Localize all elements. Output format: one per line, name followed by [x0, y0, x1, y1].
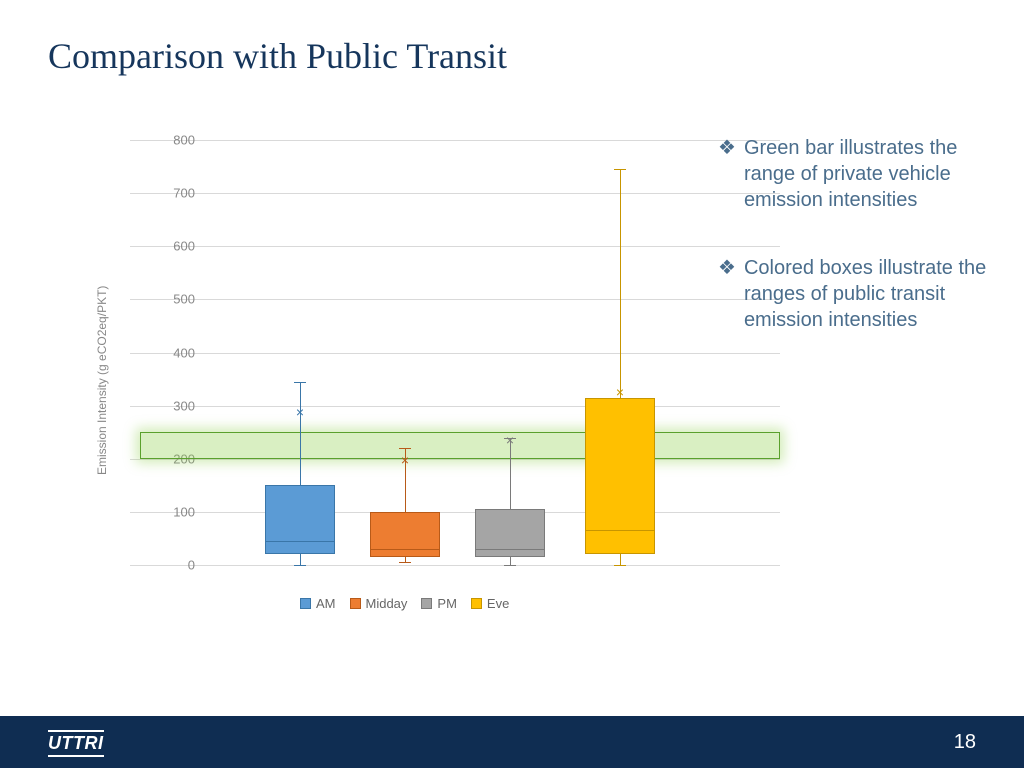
gridline — [130, 246, 780, 247]
gridline — [130, 565, 780, 566]
gridline — [130, 299, 780, 300]
bullet-item: ❖ Green bar illustrates the range of pri… — [718, 135, 1008, 213]
box-am — [265, 485, 335, 554]
legend-swatch — [300, 598, 311, 609]
y-tick-label: 800 — [135, 133, 195, 148]
mean-marker: × — [296, 404, 304, 420]
y-tick-label: 500 — [135, 292, 195, 307]
whisker-cap — [399, 562, 411, 563]
legend-swatch — [421, 598, 432, 609]
diamond-bullet-icon: ❖ — [718, 255, 736, 333]
y-tick-label: 100 — [135, 504, 195, 519]
y-tick-label: 0 — [135, 558, 195, 573]
bullet-list: ❖ Green bar illustrates the range of pri… — [718, 135, 1008, 375]
median-line — [585, 530, 655, 531]
gridline — [130, 140, 780, 141]
median-line — [370, 549, 440, 550]
mean-marker: × — [506, 432, 514, 448]
diamond-bullet-icon: ❖ — [718, 135, 736, 213]
y-tick-label: 300 — [135, 398, 195, 413]
whisker-cap — [294, 565, 306, 566]
y-tick-label: 600 — [135, 239, 195, 254]
box-midday — [370, 512, 440, 557]
legend-label: AM — [316, 596, 336, 611]
median-line — [475, 549, 545, 550]
median-line — [265, 541, 335, 542]
bullet-text: Green bar illustrates the range of priva… — [744, 135, 1008, 213]
footer-bar: UTTRI 18 — [0, 716, 1024, 768]
whisker-cap — [504, 565, 516, 566]
plot-region: 0100200300400500600700800×××× — [130, 140, 780, 565]
gridline — [130, 193, 780, 194]
gridline — [130, 512, 780, 513]
gridline — [130, 406, 780, 407]
mean-marker: × — [616, 384, 624, 400]
legend-item-am: AM — [300, 596, 336, 611]
chart-legend: AM Midday PM Eve — [300, 596, 509, 611]
whisker-cap — [294, 382, 306, 383]
boxplot-chart: Emission Intensity (g eCO2eq/PKT) 010020… — [60, 135, 700, 610]
slide: Comparison with Public Transit Emission … — [0, 0, 1024, 768]
logo: UTTRI — [48, 733, 104, 754]
legend-swatch — [350, 598, 361, 609]
legend-swatch — [471, 598, 482, 609]
legend-item-eve: Eve — [471, 596, 509, 611]
bullet-item: ❖ Colored boxes illustrate the ranges of… — [718, 255, 1008, 333]
page-number: 18 — [954, 731, 976, 754]
mean-marker: × — [401, 452, 409, 468]
gridline — [130, 353, 780, 354]
legend-item-midday: Midday — [350, 596, 408, 611]
y-axis-label: Emission Intensity (g eCO2eq/PKT) — [95, 286, 109, 475]
page-title: Comparison with Public Transit — [48, 35, 507, 77]
bullet-text: Colored boxes illustrate the ranges of p… — [744, 255, 1008, 333]
whisker-cap — [399, 448, 411, 449]
gridline — [130, 459, 780, 460]
y-tick-label: 400 — [135, 345, 195, 360]
y-tick-label: 700 — [135, 186, 195, 201]
whisker-cap — [614, 169, 626, 170]
legend-label: Eve — [487, 596, 509, 611]
private-vehicle-range-band — [140, 432, 780, 459]
whisker-cap — [614, 565, 626, 566]
legend-label: Midday — [366, 596, 408, 611]
legend-item-pm: PM — [421, 596, 457, 611]
legend-label: PM — [437, 596, 457, 611]
